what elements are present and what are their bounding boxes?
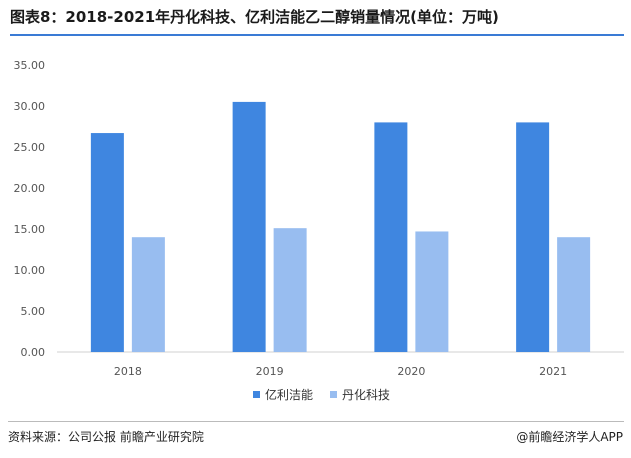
bars	[90, 101, 591, 353]
bar-series2-2020	[415, 231, 449, 352]
bar-series2-2019	[273, 228, 307, 352]
x-tick-label: 2018	[114, 365, 142, 378]
bar-chart: 0.00 5.00 10.00 15.00 20.00 25.00 30.00 35.00 2…	[14, 59, 624, 402]
y-tick-label: 0.00	[21, 346, 46, 359]
bar-series1-2020	[374, 122, 408, 353]
bar-series1-2019	[232, 101, 266, 353]
y-tick-label: 5.00	[21, 305, 46, 318]
y-tick-label: 20.00	[14, 182, 46, 195]
y-axis-ticks: 0.00 5.00 10.00 15.00 20.00 25.00 30.00 35.00	[14, 59, 46, 359]
legend-swatch	[330, 391, 337, 398]
y-tick-label: 15.00	[14, 223, 46, 236]
y-tick-label: 25.00	[14, 141, 46, 154]
footer-divider	[8, 421, 624, 422]
legend: 亿利洁能 丹化科技	[253, 387, 390, 402]
bar-series1-2018	[90, 133, 124, 352]
legend-label: 亿利洁能	[265, 387, 313, 402]
title-divider	[10, 34, 624, 36]
x-tick-label: 2020	[397, 365, 425, 378]
x-tick-label: 2021	[539, 365, 567, 378]
bar-series2-2021	[557, 237, 591, 352]
x-tick-label: 2019	[256, 365, 284, 378]
source-note: 资料来源：公司公报 前瞻产业研究院	[8, 430, 204, 444]
legend-swatch	[253, 391, 260, 398]
x-axis-ticks: 2018 2019 2020 2021	[114, 365, 567, 378]
y-tick-label: 30.00	[14, 100, 46, 113]
legend-label: 丹化科技	[342, 388, 390, 402]
bar-series2-2018	[131, 237, 165, 352]
brand-credit: @前瞻经济学人APP	[516, 430, 623, 444]
chart-title: 图表8：2018-2021年丹化科技、亿利洁能乙二醇销量情况(单位：万吨)	[10, 8, 499, 26]
y-tick-label: 35.00	[14, 59, 46, 72]
y-tick-label: 10.00	[14, 264, 46, 277]
bar-series1-2021	[516, 122, 550, 353]
